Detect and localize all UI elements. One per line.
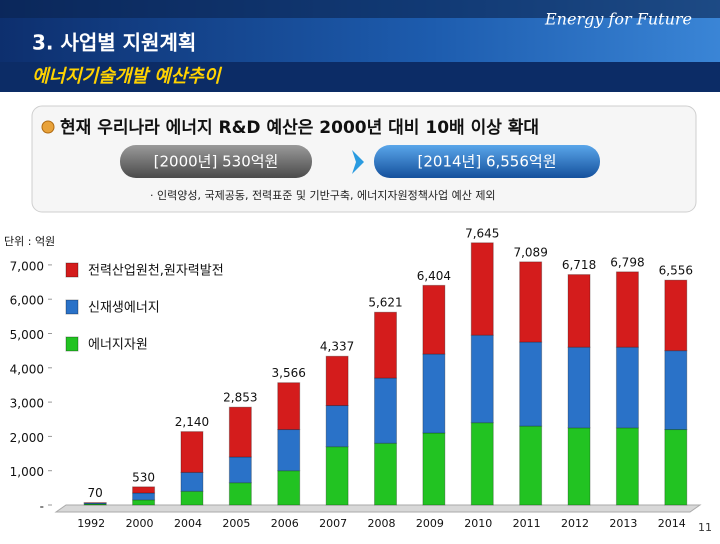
y-tick-label: - bbox=[40, 500, 44, 514]
x-tick-label: 2008 bbox=[368, 517, 396, 530]
total-label: 6,556 bbox=[659, 264, 693, 278]
bar-segment bbox=[423, 433, 445, 505]
bar-segment bbox=[471, 243, 493, 335]
bar-segment bbox=[520, 262, 542, 342]
x-tick-label: 2005 bbox=[222, 517, 250, 530]
x-tick-label: 2014 bbox=[658, 517, 686, 530]
x-tick-label: 2012 bbox=[561, 517, 589, 530]
x-tick-label: 2004 bbox=[174, 517, 202, 530]
bar-segment bbox=[423, 354, 445, 433]
bar-segment bbox=[133, 487, 155, 493]
bar-segment bbox=[326, 447, 348, 505]
bar-segment bbox=[471, 335, 493, 422]
pill-to-label: [2014년] 6,556억원 bbox=[418, 153, 557, 171]
slide-title: 3. 사업별 지원계획 bbox=[32, 31, 196, 55]
x-tick-label: 2000 bbox=[126, 517, 154, 530]
legend-label: 신재생에너지 bbox=[88, 301, 160, 316]
total-label: 6,798 bbox=[610, 255, 644, 269]
legend-swatch bbox=[66, 263, 78, 277]
pill-from-label: [2000년] 530억원 bbox=[154, 153, 279, 171]
unit-label: 단위 : 억원 bbox=[4, 235, 55, 248]
bar-segment bbox=[133, 500, 155, 505]
legend-swatch bbox=[66, 337, 78, 351]
total-label: 7,645 bbox=[465, 226, 499, 240]
bar-segment bbox=[520, 426, 542, 505]
bar-segment bbox=[616, 272, 638, 347]
bar-segment bbox=[665, 280, 687, 351]
bar-segment bbox=[568, 347, 590, 428]
x-tick-label: 2007 bbox=[319, 517, 347, 530]
total-label: 6,718 bbox=[562, 258, 596, 272]
y-tick-label: 6,000 bbox=[10, 294, 44, 308]
note: · 인력양성, 국제공동, 전력표준 및 기반구축, 에너지자원정책사업 예산 … bbox=[150, 189, 496, 202]
bar-segment bbox=[520, 342, 542, 426]
total-label: 70 bbox=[88, 486, 103, 500]
bar-segment bbox=[568, 428, 590, 505]
legend-swatch bbox=[66, 300, 78, 314]
bar-segment bbox=[229, 407, 251, 457]
bar-segment bbox=[278, 383, 300, 430]
legend-label: 전력산업원천,원자력발전 bbox=[88, 264, 224, 279]
x-tick-label: 2013 bbox=[609, 517, 637, 530]
legend-label: 에너지자원 bbox=[88, 338, 148, 353]
bar-segment bbox=[181, 491, 203, 505]
bar-segment bbox=[229, 457, 251, 483]
x-tick-label: 2006 bbox=[271, 517, 299, 530]
y-tick-label: 5,000 bbox=[10, 328, 44, 342]
headline: 현재 우리나라 에너지 R&D 예산은 2000년 대비 10배 이상 확대 bbox=[60, 118, 539, 138]
bar-segment bbox=[181, 472, 203, 491]
chart: - 1,000 2,000 3,000 4,000 5,000 6,000 7,000 1992… bbox=[10, 226, 693, 530]
x-tick-label: 1992 bbox=[77, 517, 105, 530]
floor bbox=[56, 505, 700, 512]
bar-segment bbox=[665, 430, 687, 505]
x-tick-label: 2009 bbox=[416, 517, 444, 530]
bar-segment bbox=[375, 443, 397, 505]
y-tick-label: 3,000 bbox=[10, 397, 44, 411]
total-label: 6,404 bbox=[417, 269, 451, 283]
bar-segment bbox=[326, 356, 348, 405]
bar-segment bbox=[278, 471, 300, 505]
total-label: 4,337 bbox=[320, 340, 354, 354]
bar-segment bbox=[568, 275, 590, 348]
bar-segment bbox=[375, 312, 397, 378]
x-tick-label: 2011 bbox=[513, 517, 541, 530]
bar-segment bbox=[181, 432, 203, 473]
total-label: 2,140 bbox=[175, 415, 209, 429]
slide-subtitle: 에너지기술개발 예산추이 bbox=[32, 66, 223, 87]
bar-segment bbox=[616, 428, 638, 505]
total-label: 7,089 bbox=[513, 245, 547, 259]
bar-segment bbox=[375, 378, 397, 443]
bar-segment bbox=[326, 406, 348, 447]
bar-segment bbox=[616, 347, 638, 428]
total-label: 5,621 bbox=[368, 296, 402, 310]
bar-segment bbox=[423, 285, 445, 354]
y-tick-label: 4,000 bbox=[10, 362, 44, 376]
bar-segment bbox=[133, 493, 155, 500]
bar-segment bbox=[229, 483, 251, 505]
page-number: 11 bbox=[698, 521, 712, 534]
tagline: Energy for Future bbox=[544, 10, 692, 29]
y-tick-label: 7,000 bbox=[10, 259, 44, 273]
total-label: 2,853 bbox=[223, 391, 257, 405]
x-tick-label: 2010 bbox=[464, 517, 492, 530]
bar-segment bbox=[471, 423, 493, 505]
bar-segment bbox=[665, 351, 687, 430]
total-label: 3,566 bbox=[272, 366, 306, 380]
total-label: 530 bbox=[132, 470, 155, 484]
y-tick-label: 2,000 bbox=[10, 431, 44, 445]
y-tick-label: 1,000 bbox=[10, 465, 44, 479]
bar-segment bbox=[278, 430, 300, 471]
bullet bbox=[42, 121, 54, 133]
